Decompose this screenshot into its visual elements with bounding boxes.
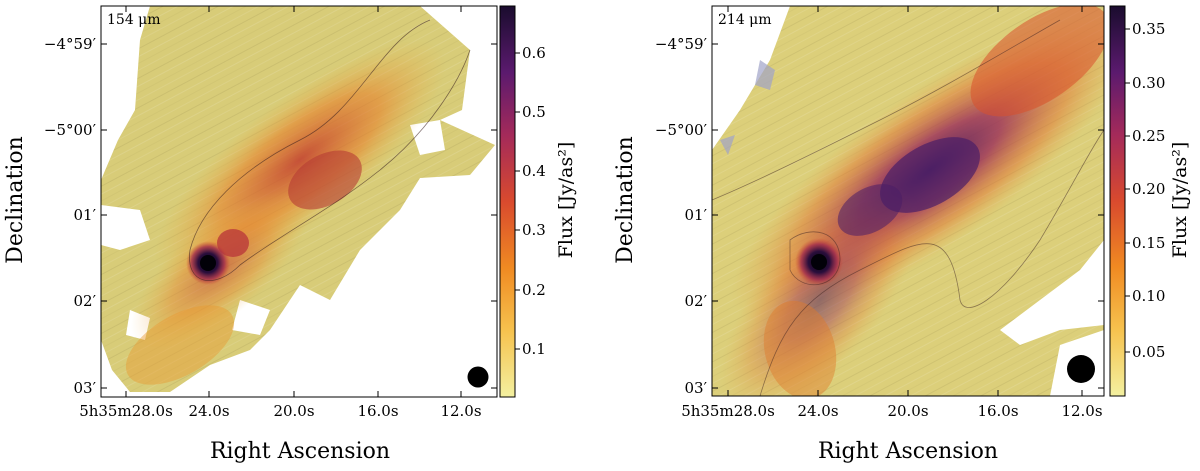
right-xtick-1: 24.0s bbox=[797, 402, 838, 420]
right-ytick-1: −5°00′ bbox=[655, 121, 708, 139]
right-cbtick-6: 0.35 bbox=[1132, 20, 1165, 38]
right-wavelength-label: 214 μm bbox=[718, 12, 772, 28]
right-cbtick-1: 0.10 bbox=[1132, 287, 1165, 305]
right-cbtick-4: 0.25 bbox=[1132, 127, 1165, 145]
right-ytick-3: 02′ bbox=[685, 292, 708, 310]
left-xtick-0: 5h35m28.0s bbox=[79, 402, 173, 420]
panel-right: 214 μm 5h35m28.0s 24.0s 20.0s 16.0s 12.0… bbox=[613, 5, 1191, 464]
right-ytick-0: −4°59′ bbox=[655, 35, 708, 53]
right-xtick-2: 20.0s bbox=[887, 402, 928, 420]
left-colorbar bbox=[499, 5, 516, 398]
right-cbtick-2: 0.15 bbox=[1132, 234, 1165, 252]
right-colorbar-label: Flux [Jy/as²] bbox=[1169, 142, 1191, 259]
left-xlabel: Right Ascension bbox=[210, 439, 390, 464]
left-ytick-0: −4°59′ bbox=[44, 35, 97, 53]
left-colorbar-label: Flux [Jy/as²] bbox=[555, 142, 577, 259]
left-xtick-1: 24.0s bbox=[188, 402, 229, 420]
left-cbtick-3: 0.4 bbox=[522, 162, 546, 180]
left-cbtick-0: 0.1 bbox=[522, 340, 546, 358]
left-ytick-3: 02′ bbox=[74, 292, 97, 310]
left-ylabel: Declination bbox=[3, 136, 28, 264]
right-xtick-3: 16.0s bbox=[977, 402, 1018, 420]
right-colorbar-ticks bbox=[1125, 28, 1130, 353]
right-cbtick-3: 0.20 bbox=[1132, 180, 1165, 198]
right-colorbar bbox=[1109, 5, 1126, 397]
left-y-ticks bbox=[101, 43, 497, 389]
right-beam bbox=[1067, 355, 1095, 383]
left-axes-frame bbox=[100, 5, 498, 398]
left-ytick-1: −5°00′ bbox=[44, 121, 97, 139]
right-ylabel: Declination bbox=[613, 136, 638, 264]
left-beam bbox=[467, 366, 489, 388]
left-cbtick-4: 0.5 bbox=[522, 103, 546, 121]
panel-left: 154 μm 5h35m28.0s 24.0s 20.0s 16.0s 12.0… bbox=[3, 5, 577, 464]
right-cbtick-0: 0.05 bbox=[1132, 343, 1165, 361]
right-ytick-2: 01′ bbox=[685, 206, 708, 224]
left-ytick-2: 01′ bbox=[74, 206, 97, 224]
left-image bbox=[101, 6, 497, 397]
left-cbtick-5: 0.6 bbox=[522, 44, 546, 62]
left-x-ticks bbox=[125, 6, 462, 397]
right-xtick-0: 5h35m28.0s bbox=[681, 402, 775, 420]
left-colorbar-ticks bbox=[515, 52, 520, 350]
right-xlabel: Right Ascension bbox=[818, 439, 998, 464]
left-wavelength-label: 154 μm bbox=[107, 12, 161, 28]
right-image bbox=[712, 6, 1104, 396]
left-xtick-3: 16.0s bbox=[357, 402, 398, 420]
left-xtick-2: 20.0s bbox=[273, 402, 314, 420]
left-cbtick-2: 0.3 bbox=[522, 221, 546, 239]
right-cbtick-5: 0.30 bbox=[1132, 74, 1165, 92]
left-xtick-4: 12.0s bbox=[440, 402, 481, 420]
right-ytick-4: 03′ bbox=[685, 379, 708, 397]
right-x-ticks bbox=[727, 6, 1083, 396]
left-cbtick-1: 0.2 bbox=[522, 281, 546, 299]
right-xtick-4: 12.0s bbox=[1061, 402, 1102, 420]
left-ytick-4: 03′ bbox=[74, 379, 97, 397]
right-y-ticks bbox=[712, 43, 1104, 389]
